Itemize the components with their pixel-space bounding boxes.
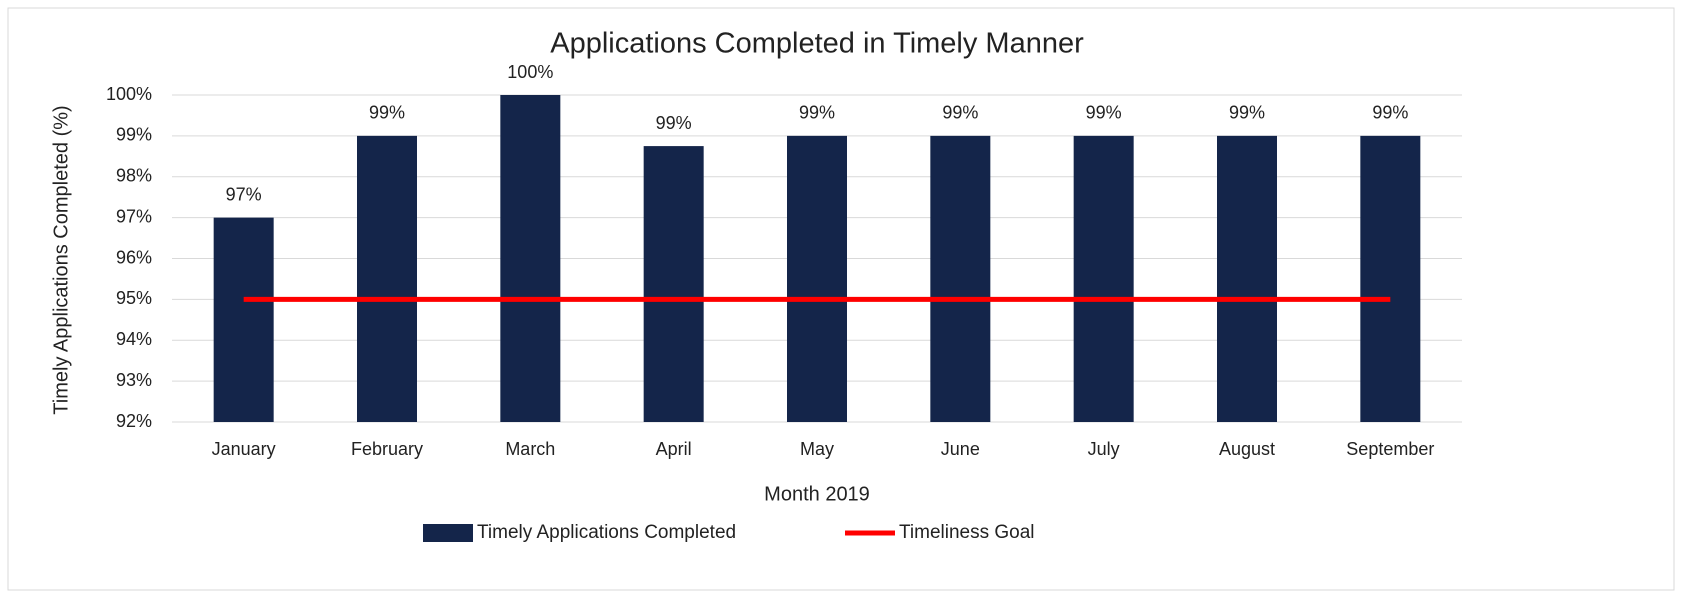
data-label: 100% [507, 62, 553, 82]
y-tick-label: 93% [116, 370, 152, 390]
x-tick-label: January [212, 439, 276, 459]
bar [1073, 135, 1134, 422]
x-tick-label: March [505, 439, 555, 459]
data-label: 99% [942, 103, 978, 123]
data-label: 99% [799, 103, 835, 123]
data-label: 99% [1372, 103, 1408, 123]
legend-label: Timeliness Goal [899, 522, 1035, 543]
x-tick-label: April [656, 439, 692, 459]
y-tick-label: 92% [116, 411, 152, 431]
x-tick-label: July [1088, 439, 1120, 459]
x-tick-label: August [1219, 439, 1275, 459]
bar [357, 135, 417, 422]
x-tick-label: September [1346, 439, 1434, 459]
y-tick-label: 100% [106, 84, 152, 104]
x-axis-title: Month 2019 [764, 483, 870, 505]
bar [1360, 135, 1421, 422]
chart-title: Applications Completed in Timely Manner [550, 28, 1084, 60]
data-label: 99% [369, 103, 405, 123]
bar [1217, 135, 1277, 422]
y-tick-label: 99% [116, 125, 152, 145]
bar [500, 95, 561, 422]
y-tick-label: 94% [116, 329, 152, 349]
data-label: 97% [226, 184, 262, 204]
x-tick-label: June [941, 439, 980, 459]
x-tick-label: February [351, 439, 423, 459]
data-label: 99% [656, 113, 692, 133]
bar [643, 146, 704, 422]
bar [787, 135, 847, 422]
y-tick-label: 97% [116, 206, 152, 226]
data-label: 99% [1086, 103, 1122, 123]
legend-label: Timely Applications Completed [477, 522, 736, 543]
x-tick-label: May [800, 439, 834, 459]
bar [930, 135, 991, 422]
bar [213, 217, 274, 422]
y-tick-label: 95% [116, 288, 152, 308]
legend-swatch [423, 524, 473, 542]
y-tick-label: 98% [116, 166, 152, 186]
y-tick-label: 96% [116, 247, 152, 267]
chart-frame [7, 7, 1675, 591]
data-label: 99% [1229, 103, 1265, 123]
y-axis-title: Timely Applications Completed (%) [50, 105, 72, 414]
